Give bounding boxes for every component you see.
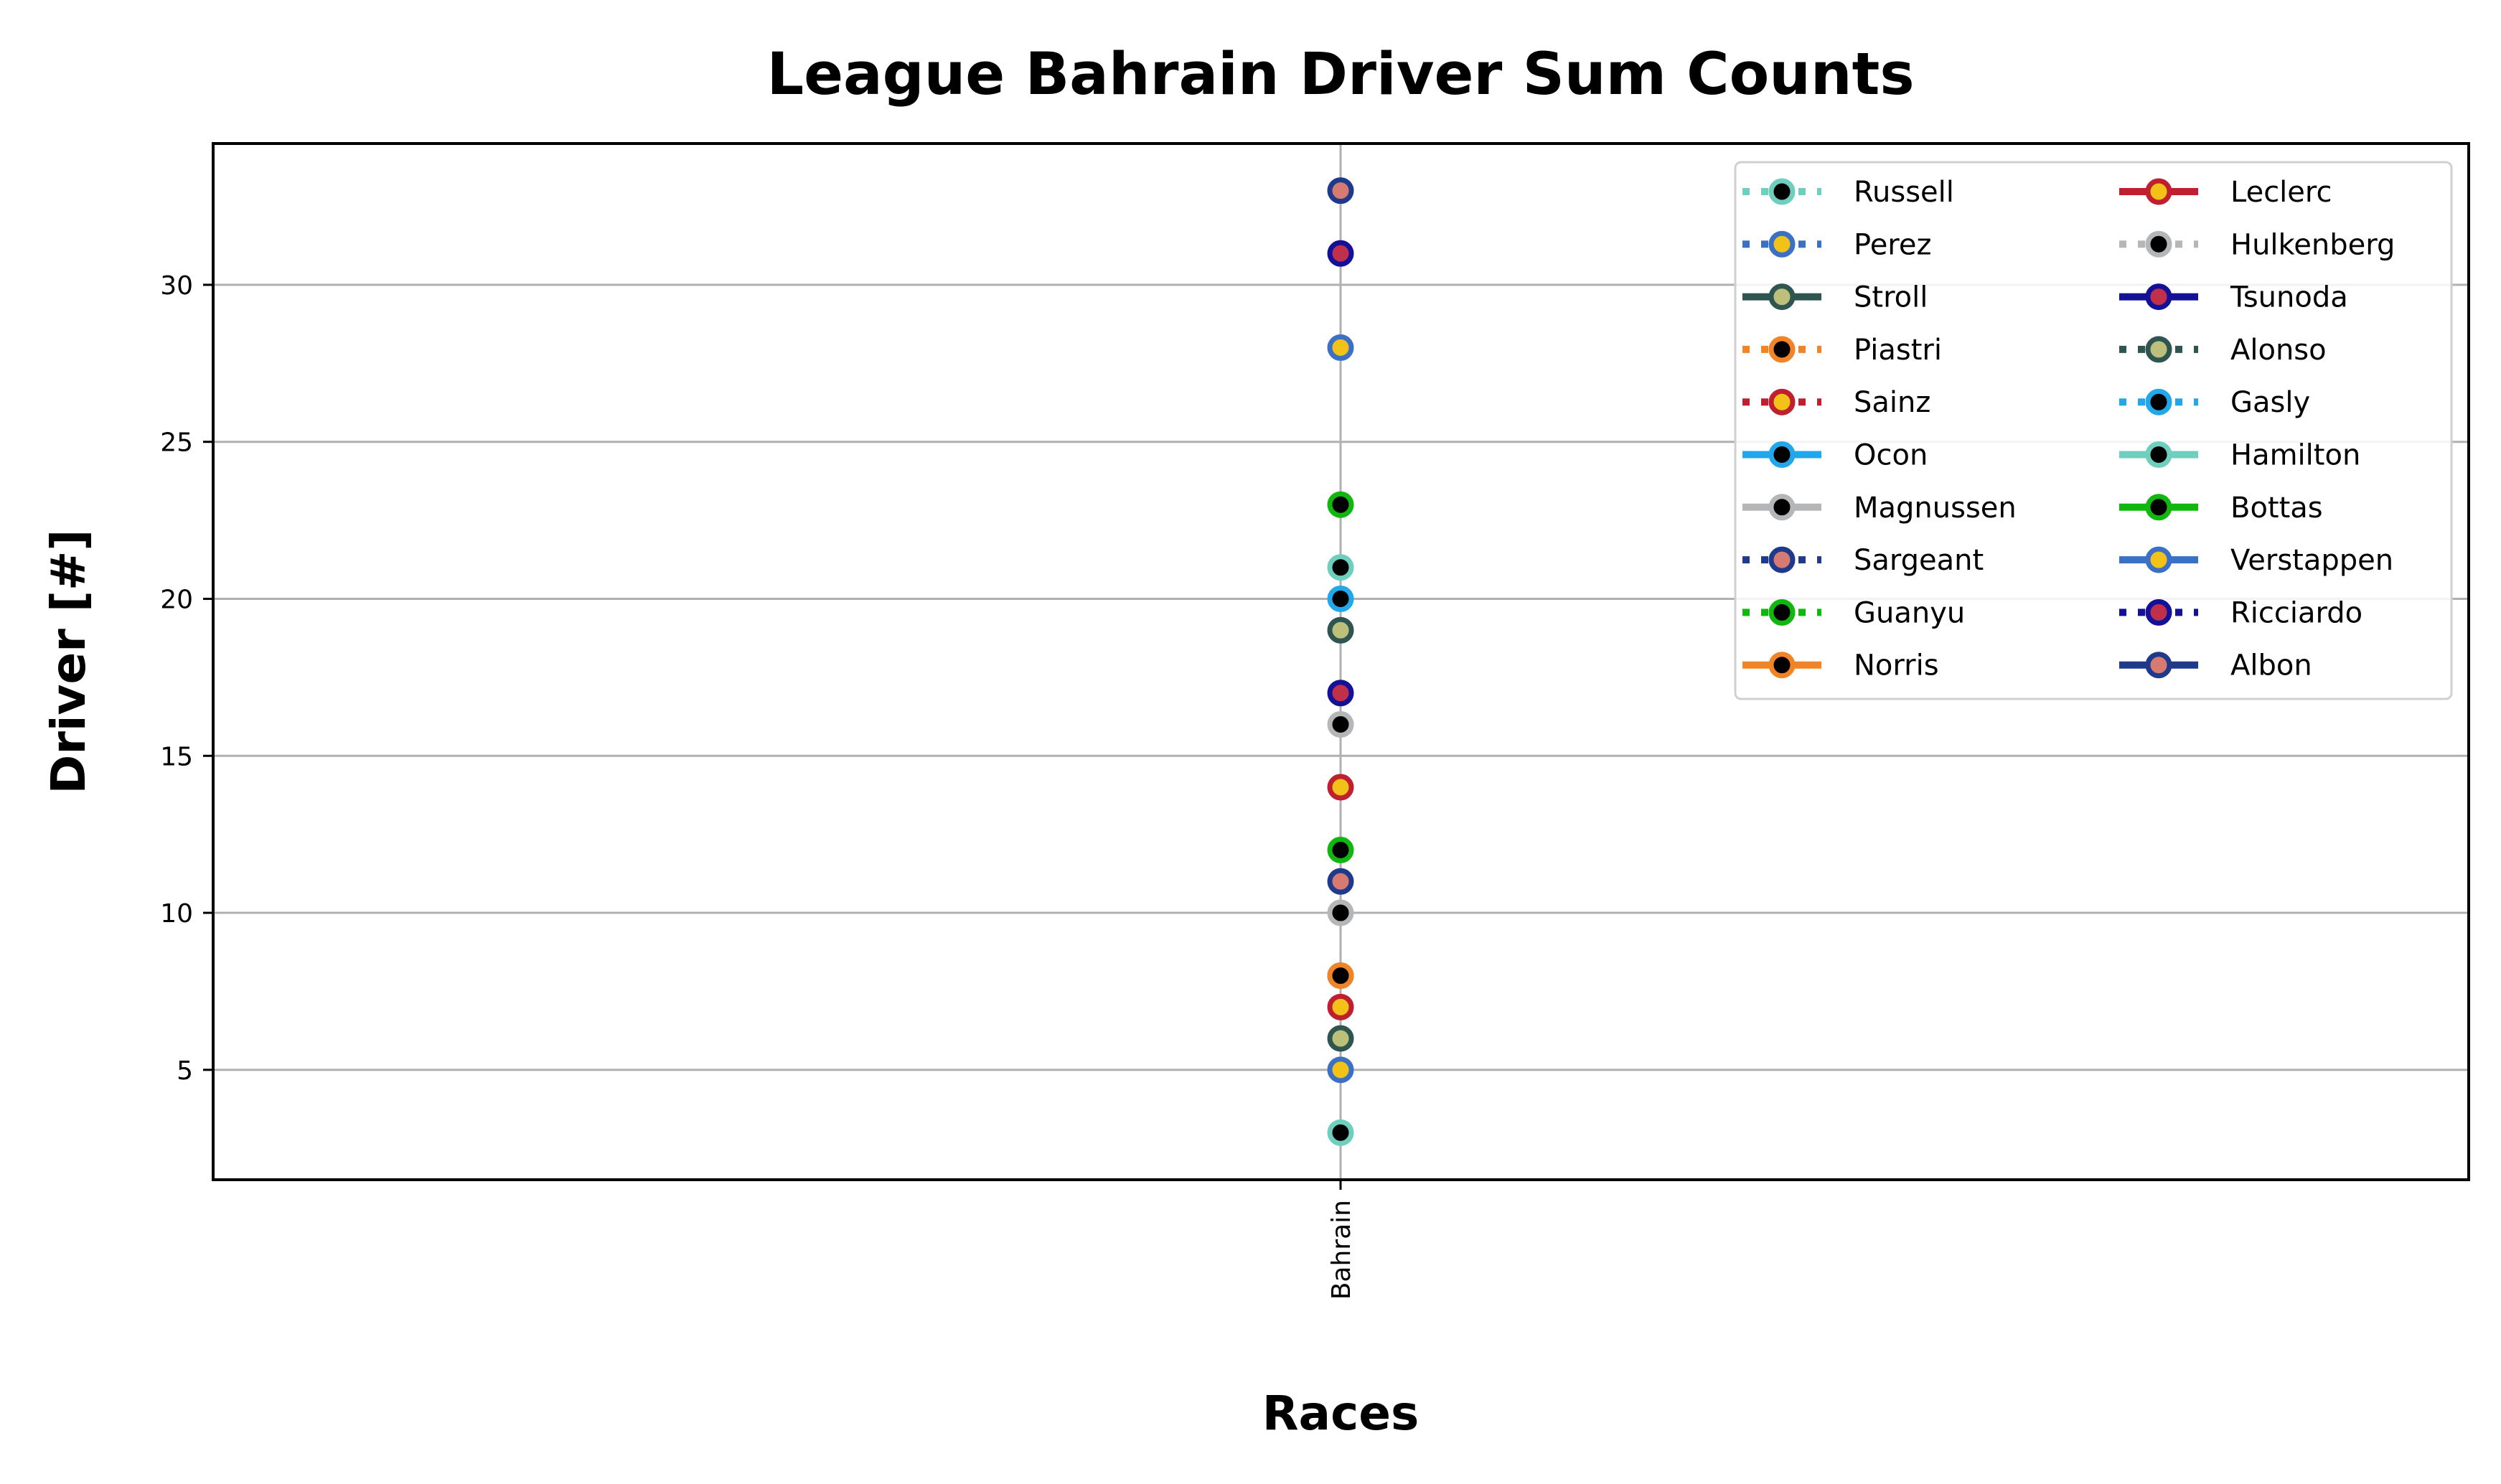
legend-entry: Verstappen [2119,544,2393,577]
legend-entry: Piastri [1742,334,1942,367]
legend-label: Bottas [2230,492,2323,525]
legend-entry: Bottas [2119,492,2323,525]
data-point [1327,993,1354,1020]
legend-label: Hulkenberg [2230,228,2395,261]
data-point [1327,554,1354,581]
y-tick-label: 30 [160,271,193,301]
y-tick-label: 20 [160,585,193,614]
data-point [1327,711,1354,738]
legend-entry: Leclerc [2119,176,2332,209]
legend-label: Guanyu [1854,596,1965,629]
series-layer [1327,177,1354,1146]
y-tick-label: 15 [160,742,193,771]
legend-label: Albon [2230,649,2312,682]
x-axis-label: Races [1262,1386,1420,1441]
y-axis-label: Driver [#] [41,530,96,794]
legend-entry: Hulkenberg [2119,228,2395,261]
y-tick-label: 25 [160,428,193,458]
data-point [1327,585,1354,612]
data-point [1327,868,1354,895]
data-point [1327,491,1354,518]
legend-entry: Alonso [2119,334,2327,367]
legend-marker-swatch [2145,178,2172,205]
legend-entry: Sainz [1742,386,1930,419]
data-point [1327,240,1354,267]
legend-entry: Sargeant [1742,544,1984,577]
legend-label: Sainz [1854,386,1930,419]
legend-marker-swatch [1768,652,1796,679]
legend-entry: Norris [1742,649,1939,682]
legend-label: Magnussen [1854,492,2017,525]
legend-entry: Gasly [2119,386,2310,419]
legend-marker-swatch [1768,494,1796,521]
legend-entry: Magnussen [1742,492,2017,525]
legend-marker-swatch [2145,441,2172,468]
legend-marker-swatch [1768,546,1796,573]
legend-label: Gasly [2230,386,2310,419]
legend-label: Ricciardo [2230,596,2362,629]
legend-marker-swatch [2145,388,2172,415]
data-point [1327,680,1354,707]
legend-entry: Russell [1742,176,1954,209]
legend-entry: Tsunoda [2119,281,2348,314]
data-point [1327,962,1354,990]
legend-marker-swatch [1768,336,1796,363]
legend: Russell Perez Stroll Piastri Sainz Ocon Magnus… [1734,161,2453,700]
data-point [1327,1025,1354,1052]
data-point [1327,774,1354,801]
legend-label: Ocon [1854,439,1928,472]
data-point [1327,334,1354,361]
legend-label: Stroll [1854,281,1928,314]
legend-label: Tsunoda [2230,281,2348,314]
legend-marker-swatch [1768,178,1796,205]
legend-marker-swatch [2145,598,2172,626]
legend-label: Russell [1854,176,1954,209]
legend-entry: Stroll [1742,281,1928,314]
legend-label: Hamilton [2230,439,2360,472]
legend-marker-swatch [2145,336,2172,363]
legend-marker-swatch [1768,441,1796,468]
legend-label: Sargeant [1854,544,1984,577]
legend-entry: Perez [1742,228,1931,261]
legend-marker-swatch [1768,598,1796,626]
legend-marker-swatch [2145,546,2172,573]
legend-label: Norris [1854,649,1939,682]
data-point [1327,616,1354,644]
legend-entry: Ricciardo [2119,596,2362,629]
y-tick-label: 10 [160,899,193,929]
legend-marker-swatch [2145,494,2172,521]
data-point [1327,1056,1354,1084]
data-point [1327,1119,1354,1146]
legend-frame [1734,161,2453,700]
legend-entry: Hamilton [2119,439,2360,472]
y-tick-label: 5 [177,1056,193,1086]
legend-label: Piastri [1854,334,1942,367]
data-point [1327,899,1354,926]
legend-label: Alonso [2230,334,2327,367]
legend-marker-swatch [1768,230,1796,258]
chart-title: League Bahrain Driver Sum Counts [766,41,1914,108]
data-point [1327,837,1354,864]
legend-entry: Albon [2119,649,2312,682]
legend-marker-swatch [2145,283,2172,311]
axis-layer: 5 10 15 20 25 30 Bahrain [160,271,1356,1300]
x-tick-label: Bahrain [1327,1200,1356,1300]
legend-marker-swatch [2145,230,2172,258]
legend-label: Perez [1854,228,1931,261]
legend-entry: Guanyu [1742,596,1965,629]
legend-label: Verstappen [2230,544,2393,577]
data-point [1327,177,1354,205]
legend-marker-swatch [1768,388,1796,415]
legend-entry: Ocon [1742,439,1928,472]
legend-label: Leclerc [2230,176,2332,209]
legend-marker-swatch [1768,283,1796,311]
legend-marker-swatch [2145,652,2172,679]
